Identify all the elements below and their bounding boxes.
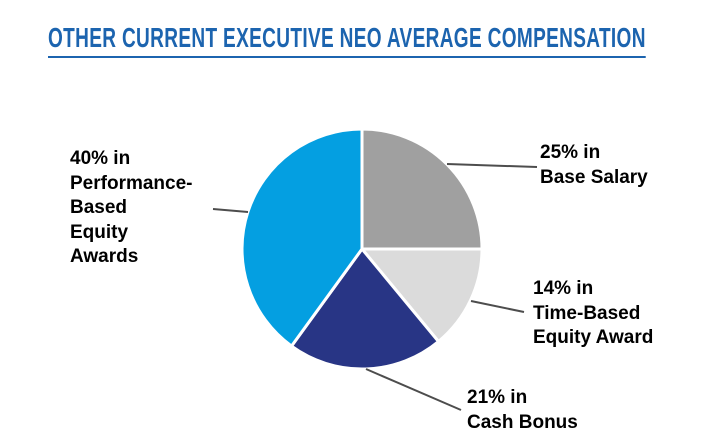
leader-line-cash-bonus xyxy=(365,368,462,411)
label-time-based-equity-award: 14% in Time-Based Equity Award xyxy=(533,278,654,348)
label-performance-based-equity-awards: 40% in Performance- Based Equity Awards xyxy=(70,148,193,267)
leader-line-base-salary xyxy=(446,163,538,168)
pie-slice-base-salary xyxy=(360,127,484,251)
leader-line-time-based-equity-award xyxy=(470,300,525,313)
pie-slice-time-based-equity-award xyxy=(360,247,484,343)
label-base-salary: 25% in Base Salary xyxy=(540,142,648,188)
pie-slice-cash-bonus xyxy=(290,247,440,371)
leader-line-performance-based-equity-awards xyxy=(212,208,249,213)
page-title-text: OTHER CURRENT EXECUTIVE NEO AVERAGE COMP… xyxy=(48,24,646,58)
label-cash-bonus: 21% in Cash Bonus xyxy=(467,387,578,433)
page-title: OTHER CURRENT EXECUTIVE NEO AVERAGE COMP… xyxy=(48,24,728,58)
